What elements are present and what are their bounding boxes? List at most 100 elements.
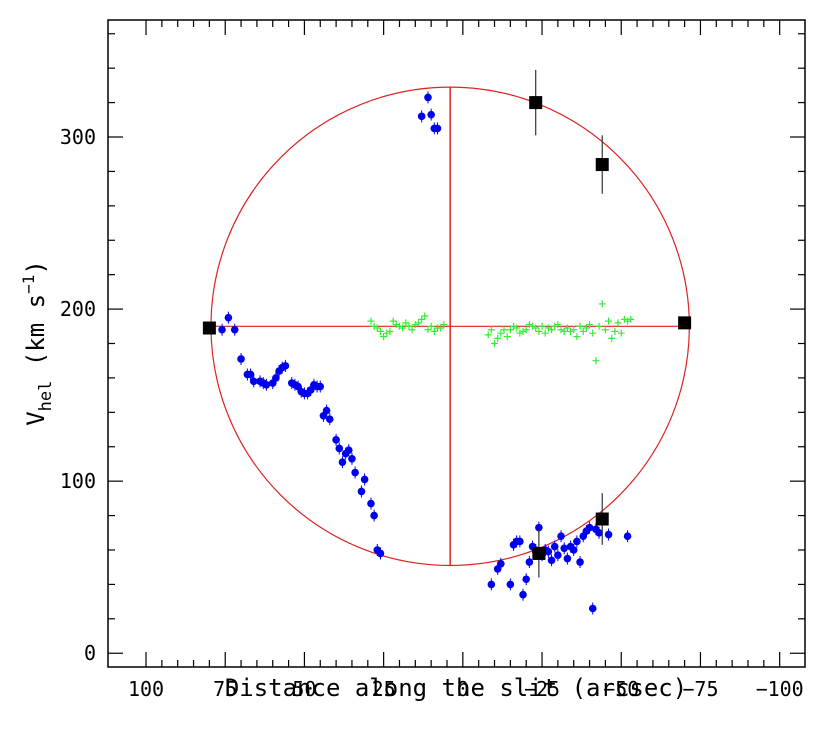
axis-tick-labels: 100 75 50 25 0 −25 −50 −75 −100 0 100 200 300 <box>60 125 804 701</box>
green-cross <box>525 321 533 329</box>
green-cross <box>430 327 438 335</box>
blue-point <box>604 530 613 539</box>
blue-point <box>535 523 543 532</box>
y-tick-label: 0 <box>84 641 96 665</box>
blue-point <box>554 551 562 559</box>
green-cross <box>424 326 432 334</box>
green-cross <box>570 326 578 334</box>
x-tick-label: −25 <box>524 677 560 701</box>
green-cross <box>516 329 524 337</box>
blue-point <box>360 475 369 484</box>
blue-point <box>506 580 515 589</box>
blue-point <box>325 415 334 424</box>
blue-point <box>585 523 594 532</box>
black-square <box>532 546 546 560</box>
blue-point <box>433 124 442 133</box>
blue-point <box>338 458 347 467</box>
green-cross <box>614 319 622 327</box>
blue-point <box>525 558 534 566</box>
blue-point <box>230 325 239 334</box>
blue-point <box>424 93 432 102</box>
blue-point <box>576 558 584 566</box>
green-cross <box>586 321 594 329</box>
y-axis-title-rest2: ) <box>22 260 50 274</box>
circle-overlay <box>209 86 690 567</box>
green-cross <box>617 329 625 337</box>
black-square <box>678 316 692 330</box>
green-cross <box>579 327 587 335</box>
black-square-series <box>202 69 692 578</box>
green-cross <box>414 319 422 327</box>
blue-point <box>249 377 258 386</box>
green-cross <box>510 322 518 330</box>
blue-point <box>367 499 375 508</box>
blue-point <box>516 537 524 546</box>
blue-point <box>487 580 496 589</box>
blue-point <box>497 559 505 568</box>
green-cross <box>370 322 378 330</box>
blue-point <box>322 406 331 415</box>
y-tick-label: 200 <box>60 297 96 321</box>
green-cross <box>532 324 540 332</box>
blue-point <box>595 528 603 537</box>
green-cross <box>535 327 543 335</box>
blue-point <box>332 436 340 444</box>
green-cross <box>408 326 416 334</box>
blue-point <box>316 382 325 391</box>
green-cross-series <box>367 300 635 365</box>
green-cross <box>582 324 590 332</box>
green-cross <box>563 324 571 332</box>
green-cross <box>421 312 429 320</box>
blue-point-series <box>218 91 632 615</box>
blue-point <box>351 468 359 477</box>
green-cross <box>380 333 388 341</box>
green-cross <box>411 321 419 329</box>
green-cross <box>367 317 375 325</box>
black-square <box>595 512 609 526</box>
blue-point <box>281 362 290 370</box>
green-cross <box>608 334 616 342</box>
green-cross <box>595 322 603 330</box>
blue-point <box>262 380 271 389</box>
blue-point <box>623 532 632 541</box>
y-axis-title: Vhel (km s−1) <box>19 260 56 426</box>
plot-frame <box>107 19 806 668</box>
green-cross <box>437 324 445 332</box>
blue-point <box>218 325 226 334</box>
green-cross <box>541 329 549 337</box>
green-cross <box>513 324 521 332</box>
green-cross <box>373 324 381 332</box>
green-cross <box>554 321 562 329</box>
blue-point <box>348 454 356 463</box>
blue-point <box>544 547 553 556</box>
blue-point <box>547 556 556 565</box>
green-cross <box>529 322 537 330</box>
green-cross <box>538 322 546 330</box>
blue-point <box>557 532 565 541</box>
green-cross <box>544 324 552 332</box>
green-cross <box>560 327 568 335</box>
green-cross <box>551 322 559 330</box>
x-tick-label: −50 <box>603 677 639 701</box>
blue-point <box>550 542 559 551</box>
green-cross <box>567 327 575 335</box>
x-tick-label: 100 <box>128 677 164 701</box>
green-cross <box>548 326 556 334</box>
x-tick-label: −75 <box>682 677 718 701</box>
blue-point <box>427 110 435 119</box>
blue-point <box>344 446 353 454</box>
blue-point <box>376 549 385 558</box>
blue-point <box>224 313 233 322</box>
blue-point <box>522 575 530 584</box>
y-axis-title-sup: −1 <box>19 275 38 294</box>
blue-point <box>370 511 378 520</box>
green-cross <box>405 322 413 330</box>
x-tick-label: −100 <box>756 677 804 701</box>
y-tick-label: 100 <box>60 469 96 493</box>
blue-point <box>417 112 426 121</box>
x-tick-label: 75 <box>213 677 237 701</box>
blue-point <box>569 546 578 554</box>
green-cross <box>395 322 403 330</box>
x-tick-label: 25 <box>372 677 396 701</box>
